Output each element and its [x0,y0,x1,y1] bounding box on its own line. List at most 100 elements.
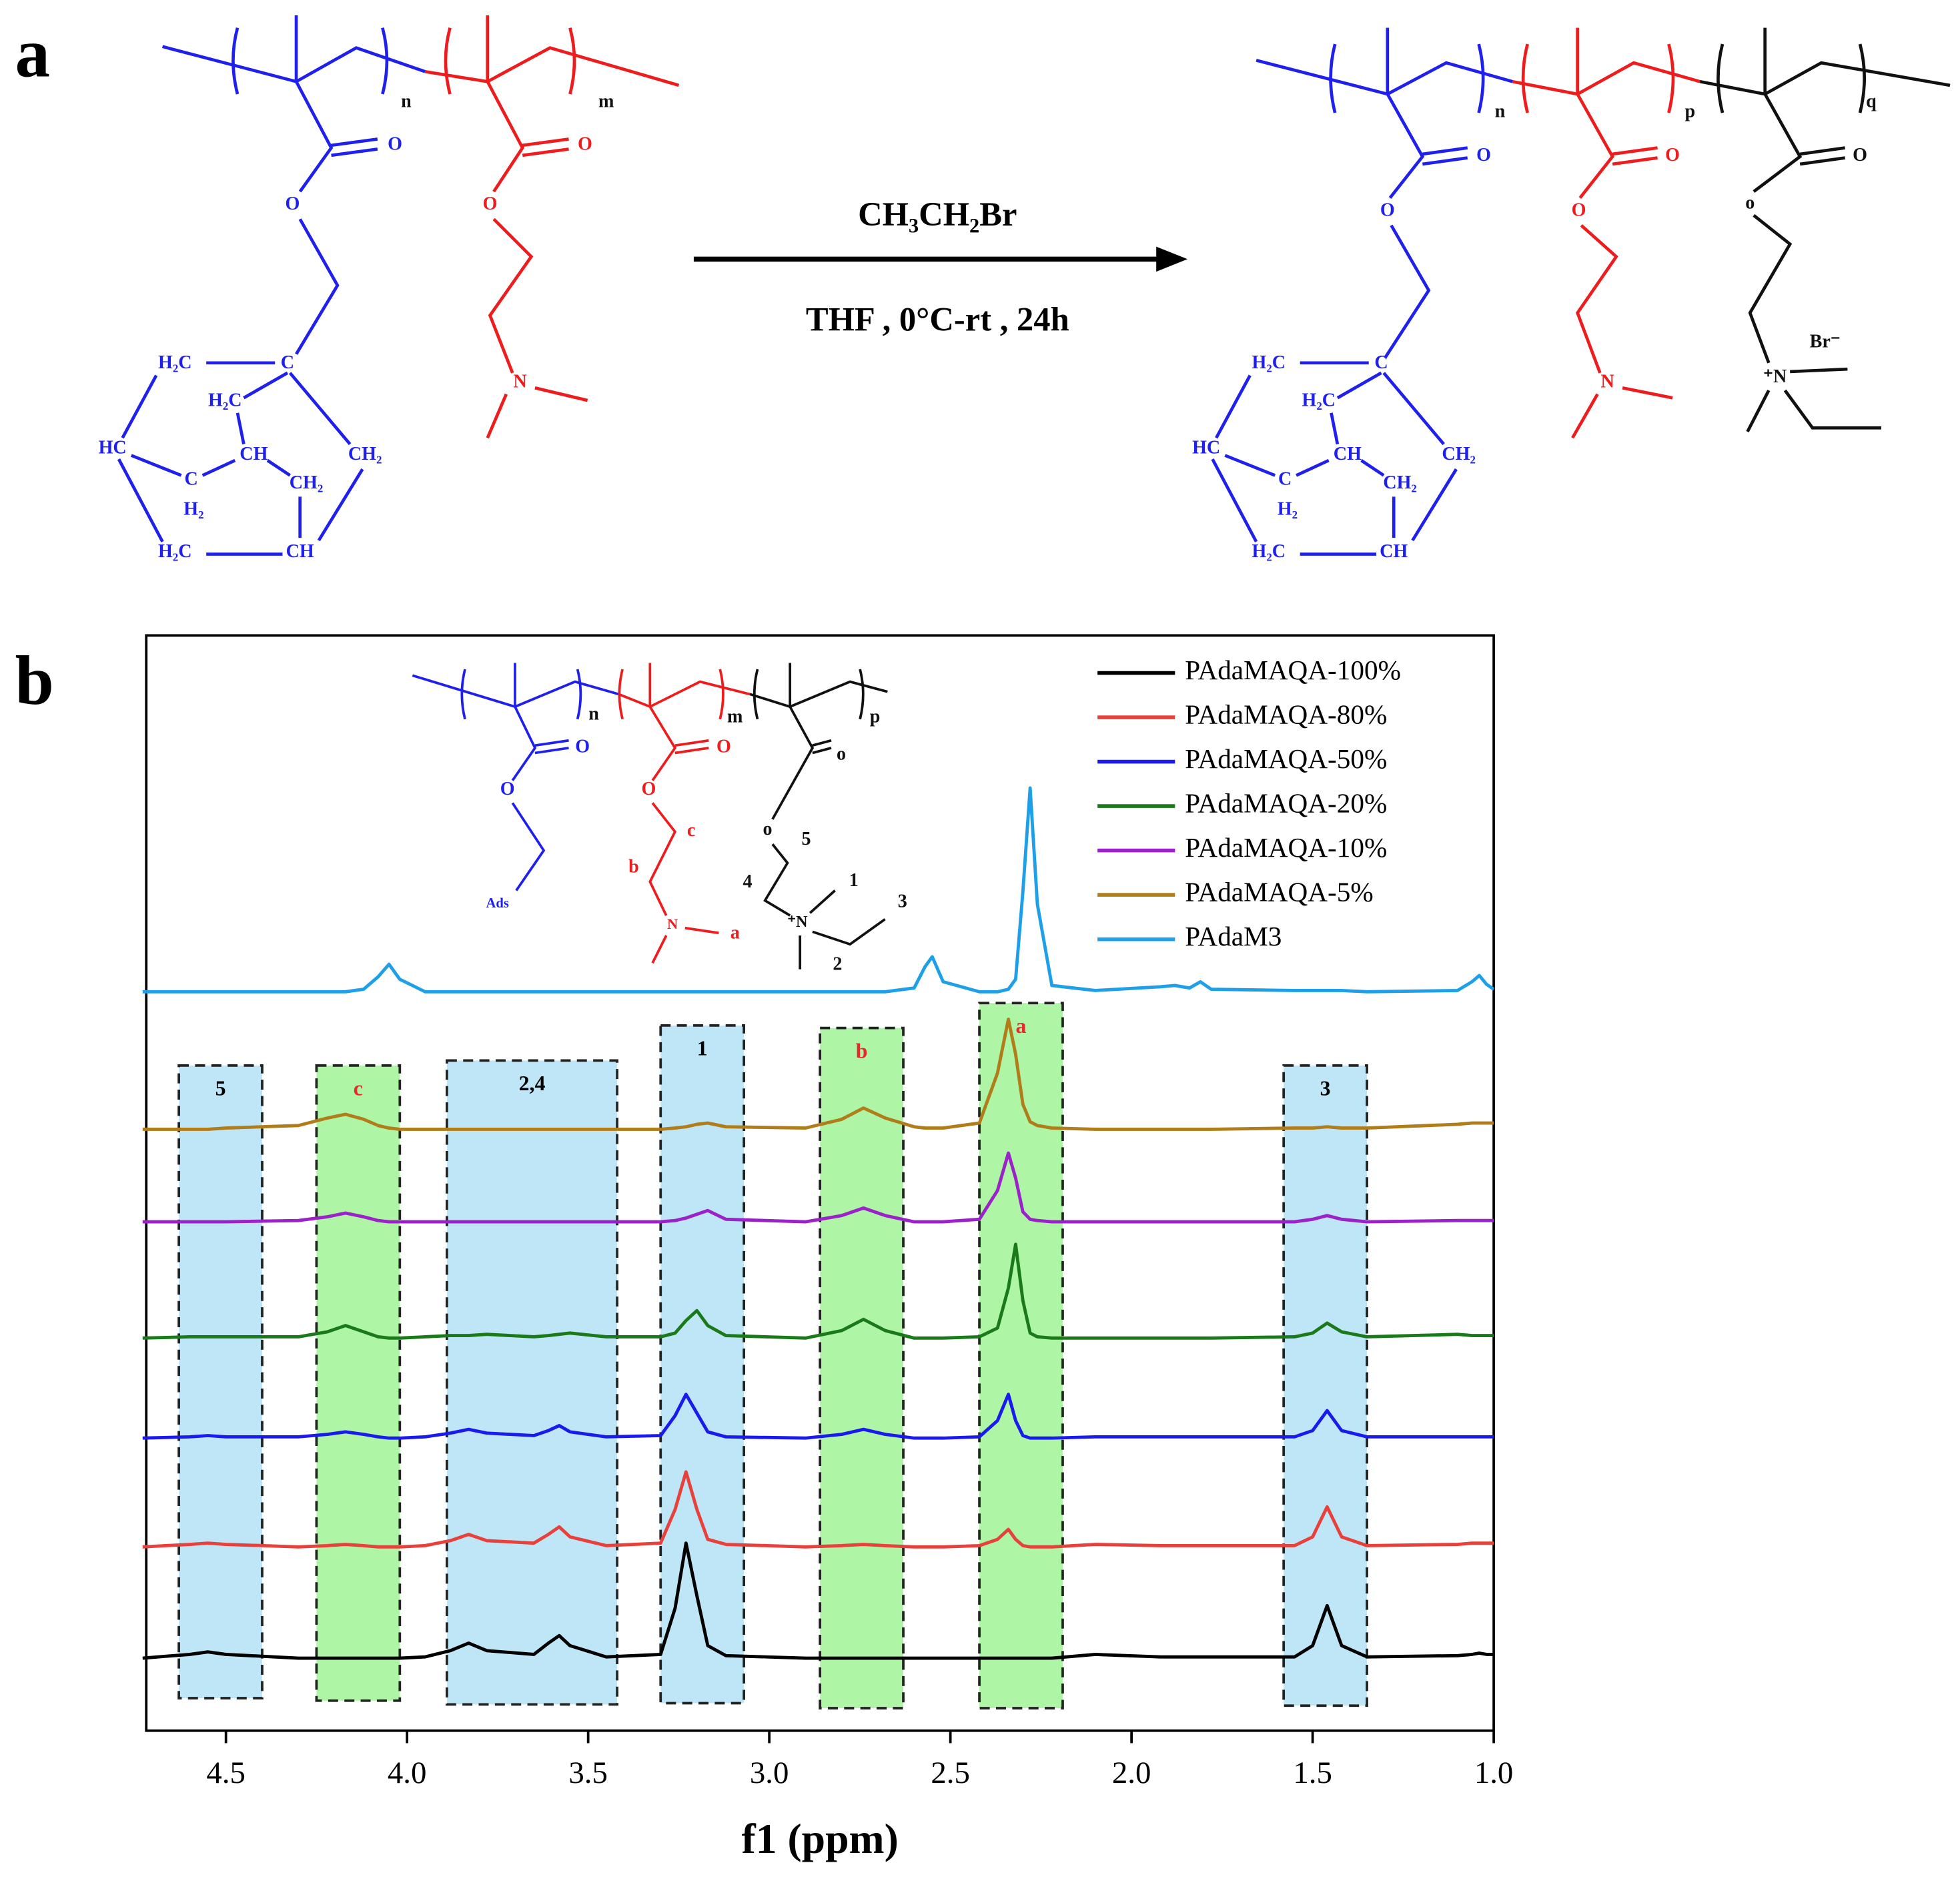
region-label: 5 [215,1077,226,1100]
subscript: n [588,704,599,725]
atom: O [388,133,402,154]
region-label: a [1016,1014,1027,1038]
x-tick-label: 2.0 [1112,1756,1151,1790]
legend-label: PAdaMAQA-5% [1185,877,1373,907]
legend-label: PAdaMAQA-20% [1185,788,1387,819]
atom: C [1278,468,1292,489]
region-box [978,1002,1064,1710]
spectrum-line [142,1018,1494,1131]
spectrum-line [142,1541,1494,1660]
legend-label: PAdaMAQA-100% [1185,655,1401,685]
region-label: b [856,1039,868,1062]
atom: O [483,194,498,214]
region-label: c [354,1077,363,1100]
region-label: 1 [697,1037,708,1060]
atom: CH₂ [348,444,382,464]
atom: H₂ [1278,498,1298,519]
atom: CH [286,541,314,562]
x-tick-label: 3.0 [750,1756,789,1790]
region-label: 3 [1320,1077,1331,1100]
x-axis-label: f1 (ppm) [742,1815,899,1862]
x-tick-label: 4.0 [388,1756,427,1790]
subscript: m [727,706,743,727]
region-label: 2,4 [519,1072,546,1095]
proton-label: c [687,820,695,841]
x-tick-label: 2.5 [931,1756,970,1790]
atom: N [1600,371,1614,392]
panel-label: b [15,642,53,719]
atom: O [1476,145,1491,165]
atom: N [667,915,678,932]
plot-frame [145,634,1495,1732]
proton-label: 3 [898,891,907,912]
proton-label: a [730,923,740,943]
atom: CH₂ [1383,472,1417,493]
atom: ⁺N [787,913,808,931]
region-box [177,1064,264,1699]
atom: HC [1192,438,1220,458]
atom: CH₂ [290,472,324,493]
x-tick-label: 3.5 [568,1756,608,1790]
legend-label: PAdaM3 [1185,921,1282,952]
panel-label: a [15,14,49,91]
subscript: n [401,91,412,112]
x-tick-label: 1.5 [1293,1756,1332,1790]
atom: C [281,352,294,373]
atom: H₂C [1252,352,1286,373]
atom: H₂C [1252,541,1286,562]
legend-label: PAdaMAQA-50% [1185,743,1387,774]
reagent: CH₃CH₂Br [858,196,1017,233]
subscript: p [1684,101,1695,122]
proton-label: 4 [743,871,752,892]
product-structure [1213,27,1951,554]
atom: Ads [486,896,509,911]
subscript: p [870,706,881,727]
atom: o [837,744,846,765]
atom: O [1665,145,1680,165]
x-tick-label: 1.0 [1474,1756,1514,1790]
atom: O [1853,145,1867,165]
region-box [1282,1064,1368,1708]
subscript: n [1495,101,1506,122]
conditions: THF , 0°C-rt , 24h [806,300,1069,338]
atom: C [185,468,198,489]
atom: O [286,194,300,214]
atom: C [1374,352,1388,373]
atom: CH [1334,444,1362,464]
atom: O [716,736,731,757]
atom: O [500,779,515,799]
atom: H₂C [158,541,192,562]
atom: ⁺N [1763,366,1787,387]
atom: H₂C [1302,390,1336,410]
spectrum-line [142,1151,1494,1224]
spectrum-line [142,1242,1494,1340]
atom: CH₂ [1442,444,1476,464]
inset-structure [412,663,888,970]
counter-ion: Br⁻ [1810,331,1841,352]
atom: CH [239,444,268,464]
atom: HC [99,438,127,458]
atom: H₂ [183,498,203,519]
atom: CH [1380,541,1408,562]
region-box [819,1026,905,1710]
atom: O [642,779,656,799]
atom: N [513,371,526,392]
atom: O [578,133,592,154]
region-box [659,1024,746,1705]
reactant-structure [119,15,680,554]
spectrum-line [142,1470,1494,1549]
atom: O [575,736,590,757]
nmr-chart: 5 c 2,4 1 b a 3 4.5 4.0 3.5 3.0 2.5 2.0 1.5 1.0 f1 (ppm… [142,634,1514,1862]
subscript: m [598,91,614,112]
atom: O [1380,200,1395,221]
atom: H₂C [158,352,192,373]
spectrum-line [142,1393,1494,1440]
atom: o [763,819,772,839]
legend-label: PAdaMAQA-10% [1185,832,1387,863]
region-box [446,1059,618,1706]
legend-label: PAdaMAQA-80% [1185,699,1387,729]
proton-label: 1 [849,870,859,891]
spectrum-line [142,786,1495,994]
proton-label: 5 [802,829,811,849]
